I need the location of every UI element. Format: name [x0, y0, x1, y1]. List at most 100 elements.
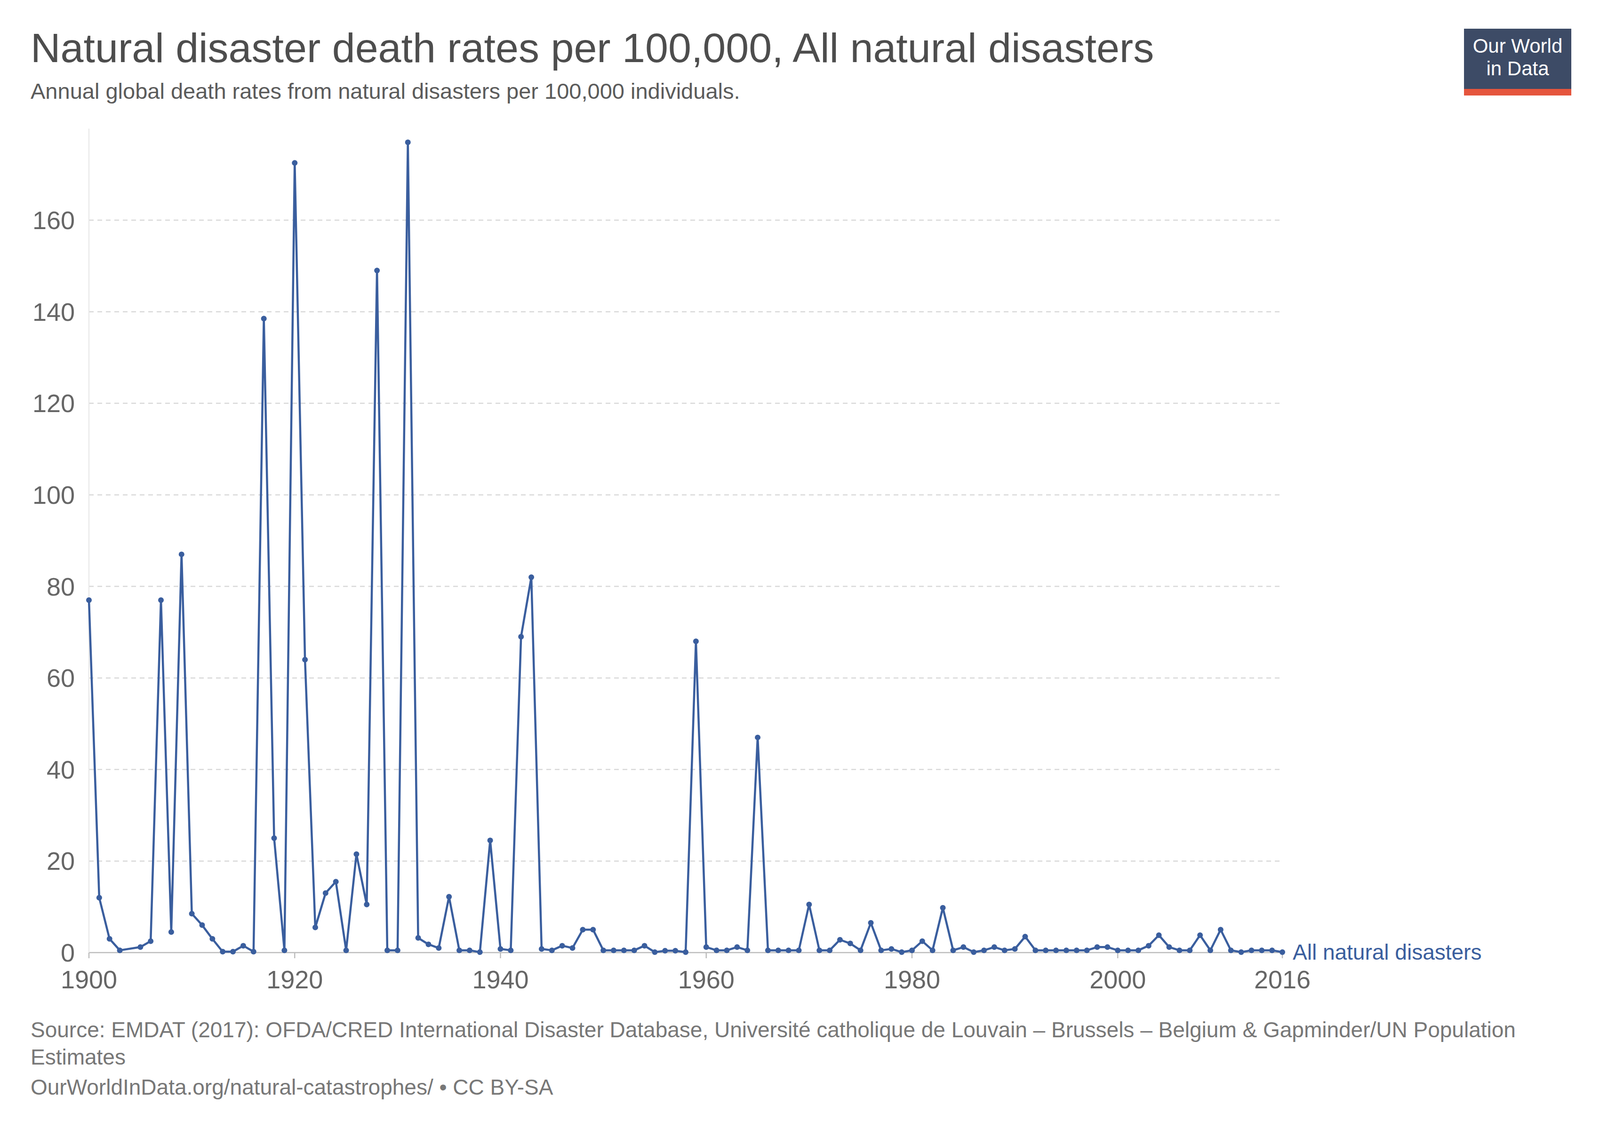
- point: [1042, 947, 1049, 954]
- point: [415, 935, 422, 942]
- subtitle: Annual global death rates from natural d…: [30, 78, 741, 104]
- point: [322, 890, 329, 896]
- point: [1166, 944, 1173, 951]
- point: [456, 947, 463, 954]
- point: [754, 735, 761, 741]
- point: [1084, 947, 1090, 954]
- point: [1104, 944, 1111, 951]
- logo-text: in Data: [1486, 57, 1550, 80]
- y-tick-label: 140: [32, 297, 75, 327]
- point: [682, 949, 689, 956]
- point: [662, 948, 668, 954]
- point: [888, 946, 895, 952]
- point: [1238, 949, 1245, 956]
- point: [1217, 927, 1224, 933]
- point: [158, 597, 164, 604]
- point: [425, 941, 432, 948]
- point: [723, 947, 730, 954]
- grid-line: [88, 769, 1283, 771]
- point: [960, 944, 967, 951]
- grid-line: [88, 402, 1283, 405]
- point: [631, 947, 638, 954]
- point: [806, 902, 812, 908]
- point: [230, 949, 236, 955]
- point: [106, 936, 113, 943]
- point: [1053, 947, 1059, 954]
- point: [785, 947, 792, 954]
- point: [1156, 932, 1162, 939]
- point: [343, 947, 350, 954]
- grid-line: [88, 219, 1283, 222]
- point: [374, 267, 380, 274]
- point: [621, 947, 627, 954]
- grid-line: [88, 677, 1283, 680]
- series-line: [88, 142, 1283, 953]
- point: [291, 160, 298, 166]
- point: [600, 947, 607, 954]
- y-tick-label: 120: [32, 389, 75, 418]
- point: [1125, 947, 1131, 954]
- x-tick-label: 2000: [1089, 965, 1146, 994]
- point: [857, 947, 864, 954]
- x-tick-label: 1900: [60, 965, 118, 994]
- point: [86, 597, 92, 604]
- point: [363, 902, 370, 908]
- point: [868, 920, 874, 927]
- point: [1073, 947, 1080, 954]
- x-tick: [911, 952, 913, 959]
- point: [816, 947, 823, 954]
- point: [219, 949, 226, 955]
- y-axis: [88, 128, 90, 953]
- point: [826, 947, 833, 954]
- grid-line: [88, 860, 1283, 863]
- point: [394, 947, 401, 954]
- point: [199, 922, 205, 929]
- point: [435, 945, 442, 952]
- point: [1145, 943, 1152, 949]
- chart: Natural disaster death rates per 100,000…: [0, 0, 1600, 1129]
- x-tick-label: 2016: [1254, 965, 1311, 994]
- point: [1022, 934, 1028, 940]
- y-tick-label: 80: [46, 572, 75, 601]
- point: [847, 941, 854, 947]
- point: [590, 927, 596, 933]
- point: [940, 905, 946, 912]
- series-label: All natural disasters: [1292, 940, 1482, 965]
- point: [168, 929, 175, 936]
- x-tick: [88, 952, 90, 959]
- x-tick: [705, 952, 707, 959]
- point: [919, 938, 926, 945]
- y-tick-label: 40: [46, 755, 75, 784]
- point: [1228, 947, 1234, 954]
- point: [909, 947, 915, 954]
- point: [1248, 947, 1255, 954]
- point: [1012, 946, 1018, 952]
- point: [610, 947, 617, 954]
- point: [549, 947, 555, 954]
- point: [1094, 944, 1100, 951]
- point: [518, 634, 524, 640]
- point: [281, 947, 288, 954]
- y-tick-label: 20: [46, 847, 75, 876]
- point: [672, 948, 679, 954]
- point: [559, 943, 566, 949]
- point: [117, 947, 123, 954]
- point: [178, 551, 185, 558]
- point: [775, 947, 782, 954]
- point: [991, 944, 998, 951]
- point: [250, 949, 257, 955]
- source: Source: EMDAT (2017): OFDA/CRED Internat…: [30, 1016, 1584, 1072]
- point: [734, 944, 740, 951]
- grid-line: [88, 311, 1283, 313]
- point: [1032, 947, 1039, 954]
- logo-box: [1464, 28, 1572, 89]
- point: [147, 938, 154, 945]
- x-tick: [294, 952, 296, 959]
- x-tick-label: 1980: [883, 965, 941, 994]
- point: [651, 949, 658, 956]
- point: [446, 894, 452, 900]
- y-tick-label: 0: [60, 938, 75, 968]
- point: [302, 656, 308, 663]
- source-link: OurWorldInData.org/natural-catastrophes/…: [30, 1073, 1584, 1102]
- point: [538, 946, 545, 952]
